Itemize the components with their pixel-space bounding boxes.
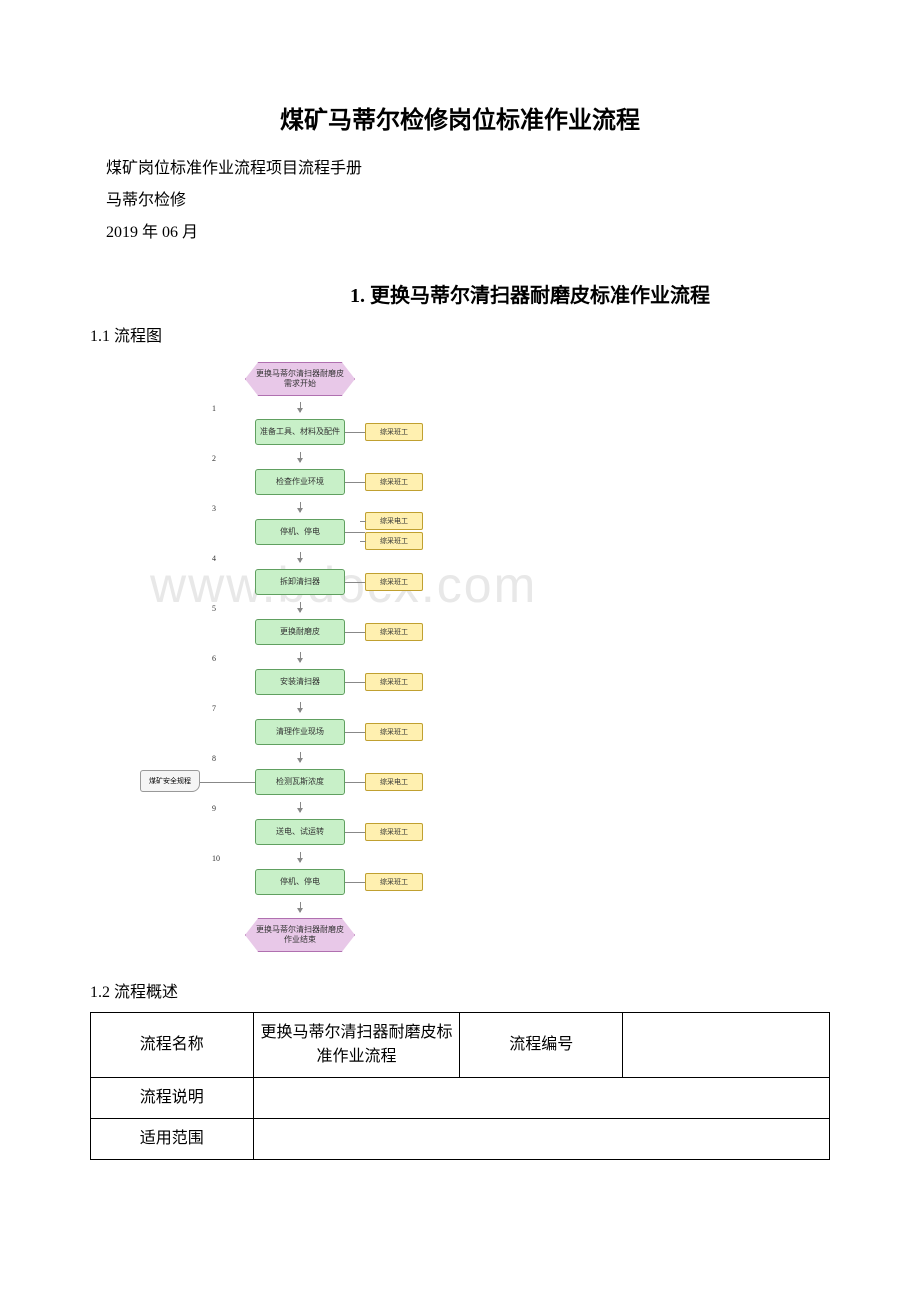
cell-process-name-value: 更换马蒂尔清扫器耐磨皮标准作业流程 bbox=[253, 1013, 460, 1078]
flow-role: 综采班工 bbox=[365, 423, 423, 441]
cell-desc-value bbox=[253, 1078, 829, 1119]
subsection-1-1: 1.1 流程图 bbox=[90, 322, 830, 346]
cell-scope-value bbox=[253, 1119, 829, 1160]
cell-process-name-label: 流程名称 bbox=[91, 1013, 254, 1078]
flow-start: 更换马蒂尔清扫器耐磨皮需求开始 bbox=[245, 362, 355, 396]
step-number: 10 bbox=[212, 854, 220, 863]
table-row: 适用范围 bbox=[91, 1119, 830, 1160]
intro-line-1: 煤矿岗位标准作业流程项目流程手册 bbox=[90, 153, 830, 185]
cell-process-code-value bbox=[623, 1013, 830, 1078]
flow-role: 综采班工 bbox=[365, 532, 423, 550]
table-row: 流程名称 更换马蒂尔清扫器耐磨皮标准作业流程 流程编号 bbox=[91, 1013, 830, 1078]
flow-role: 综采班工 bbox=[365, 723, 423, 741]
flow-role: 综采班工 bbox=[365, 823, 423, 841]
step-number: 5 bbox=[212, 604, 216, 613]
flow-role: 综采班工 bbox=[365, 473, 423, 491]
cell-desc-label: 流程说明 bbox=[91, 1078, 254, 1119]
cell-process-code-label: 流程编号 bbox=[460, 1013, 623, 1078]
flow-step-10: 停机、停电 bbox=[255, 869, 345, 895]
step-number: 6 bbox=[212, 654, 216, 663]
table-row: 流程说明 bbox=[91, 1078, 830, 1119]
step-number: 2 bbox=[212, 454, 216, 463]
flow-step-1: 准备工具、材料及配件 bbox=[255, 419, 345, 445]
flowchart-container: www.bdocx.com 更换马蒂尔清扫器耐磨皮需求开始1准备工具、材料及配件… bbox=[90, 356, 830, 958]
flow-role: 综采电工 bbox=[365, 512, 423, 530]
step-number: 3 bbox=[212, 504, 216, 513]
flow-step-6: 安装清扫器 bbox=[255, 669, 345, 695]
flow-role: 综采班工 bbox=[365, 573, 423, 591]
flow-step-9: 送电、试运转 bbox=[255, 819, 345, 845]
intro-line-2: 马蒂尔检修 bbox=[90, 185, 830, 217]
flow-step-7: 清理作业现场 bbox=[255, 719, 345, 745]
step-number: 9 bbox=[212, 804, 216, 813]
flow-step-5: 更换耐磨皮 bbox=[255, 619, 345, 645]
flow-role: 综采班工 bbox=[365, 623, 423, 641]
step-number: 7 bbox=[212, 704, 216, 713]
flow-step-3: 停机、停电 bbox=[255, 519, 345, 545]
subsection-1-2: 1.2 流程概述 bbox=[90, 978, 830, 1002]
flow-end: 更换马蒂尔清扫器耐磨皮作业结束 bbox=[245, 918, 355, 952]
page-title: 煤矿马蒂尔检修岗位标准作业流程 bbox=[90, 100, 830, 135]
flow-role: 综采班工 bbox=[365, 873, 423, 891]
step-number: 4 bbox=[212, 554, 216, 563]
intro-line-3: 2019 年 06 月 bbox=[90, 217, 830, 249]
flow-step-2: 检查作业环境 bbox=[255, 469, 345, 495]
flow-step-4: 拆卸清扫器 bbox=[255, 569, 345, 595]
cell-scope-label: 适用范围 bbox=[91, 1119, 254, 1160]
step-number: 1 bbox=[212, 404, 216, 413]
summary-table: 流程名称 更换马蒂尔清扫器耐磨皮标准作业流程 流程编号 流程说明 适用范围 bbox=[90, 1012, 830, 1160]
section-1-title: 1. 更换马蒂尔清扫器耐磨皮标准作业流程 bbox=[90, 279, 830, 308]
flow-step-8: 检测瓦斯浓度 bbox=[255, 769, 345, 795]
step-number: 8 bbox=[212, 754, 216, 763]
flow-side-doc: 煤矿安全规程 bbox=[140, 770, 200, 792]
flow-role: 综采班工 bbox=[365, 673, 423, 691]
flow-role: 综采电工 bbox=[365, 773, 423, 791]
